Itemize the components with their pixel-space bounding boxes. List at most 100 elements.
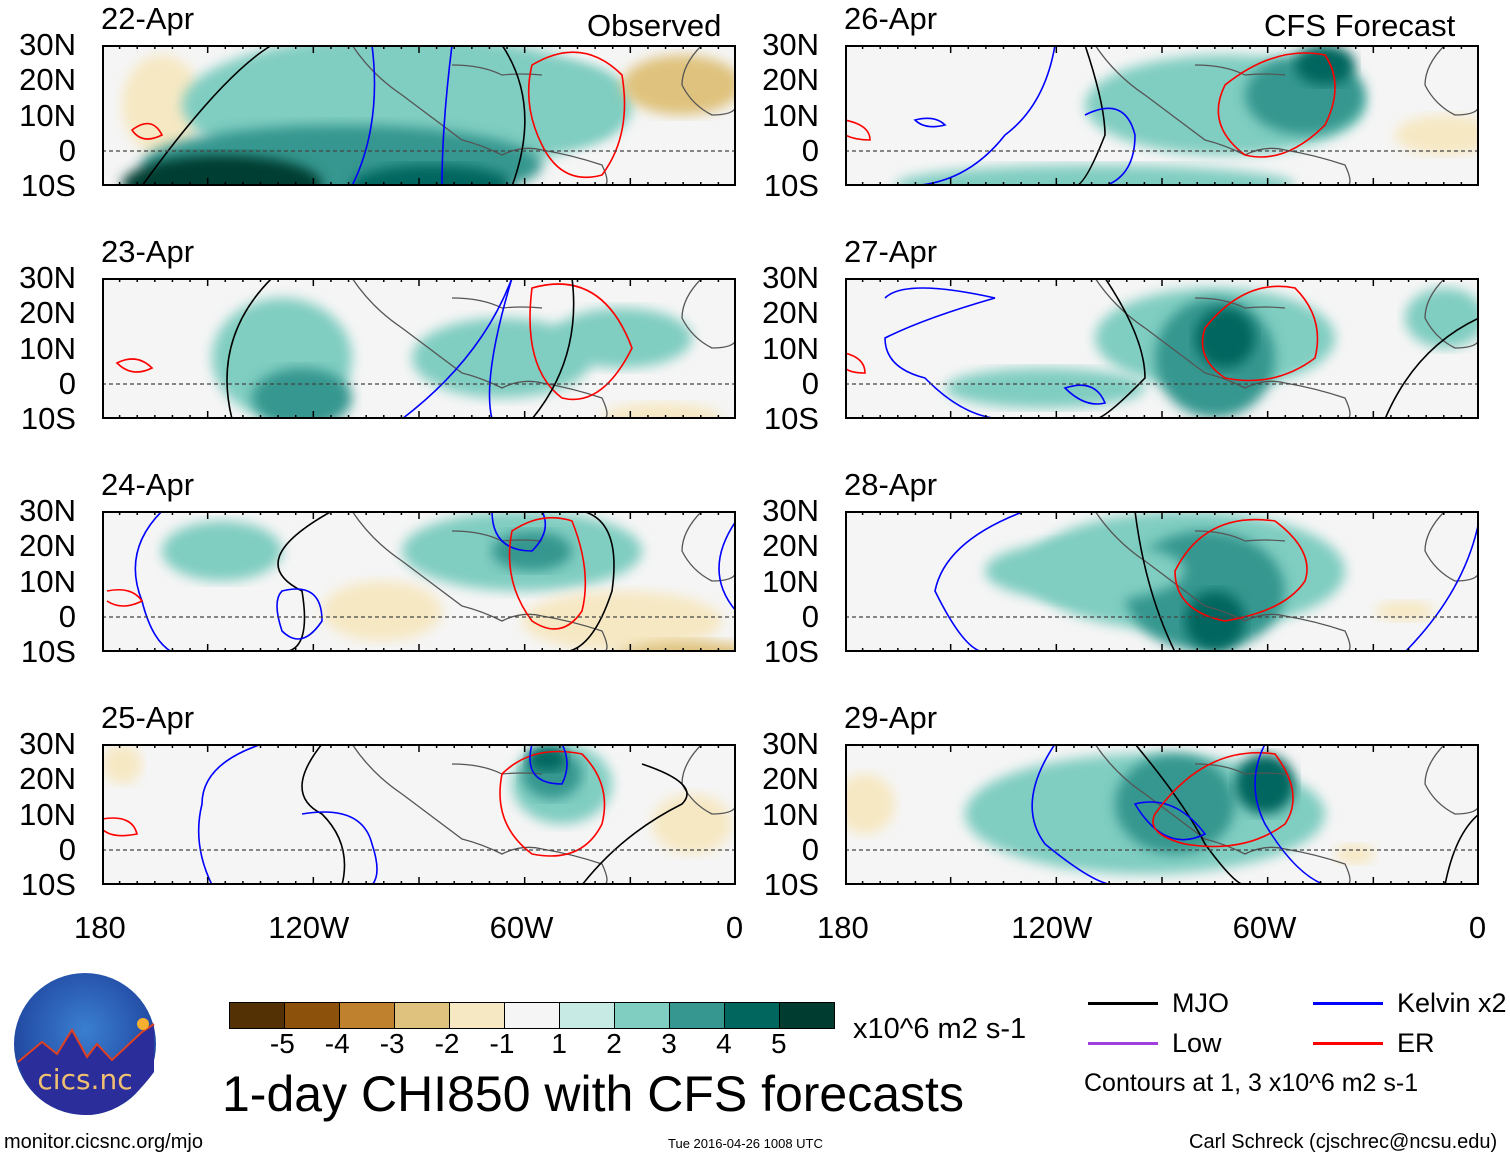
colorbar-swatch	[450, 1003, 505, 1028]
map-panel-28-Apr	[845, 511, 1479, 652]
anomaly-shading	[102, 744, 142, 784]
wave-contour	[1254, 744, 1326, 885]
anomaly-shading	[527, 747, 567, 771]
map-panel-24-Apr	[102, 511, 736, 652]
wave-contour	[845, 352, 866, 374]
y-tick-label: 20N	[762, 528, 819, 564]
anomaly-shading	[122, 155, 322, 186]
wave-contour	[115, 358, 154, 373]
y-tick-label: 20N	[762, 295, 819, 331]
x-tick-label: 180	[74, 910, 126, 945]
y-tick-label: 10S	[20, 867, 76, 902]
y-tick-label: 0	[801, 132, 819, 168]
logo-text: cics.nc	[37, 1063, 132, 1096]
x-tick-label: 120W	[1011, 910, 1093, 945]
y-tick-label: 30N	[19, 260, 76, 295]
wave-contour	[529, 283, 633, 401]
legend-label: Kelvin x2	[1397, 988, 1507, 1018]
x-tick-label: 0	[1468, 910, 1487, 945]
panel-date-title: 22-Apr	[101, 1, 195, 36]
y-tick-label: 20N	[762, 761, 819, 797]
colorbar-swatch	[670, 1003, 725, 1028]
y-tick-label: 10S	[763, 634, 819, 669]
colorbar-label: -1	[489, 1028, 515, 1059]
anomaly-shading	[522, 591, 722, 651]
cics-logo: cics.nc	[12, 972, 158, 1116]
panel-date-title: 23-Apr	[101, 234, 195, 269]
wave-contour	[913, 117, 947, 128]
y-tick-label: 30N	[19, 493, 76, 528]
y-tick-label: 10N	[762, 563, 819, 599]
panel-date-title: 29-Apr	[844, 700, 938, 735]
x-tick-label: 120W	[268, 910, 350, 945]
colorbar-swatch	[340, 1003, 395, 1028]
wave-contour	[1201, 285, 1319, 382]
wave-contour	[1134, 744, 1246, 885]
y-tick-label: 0	[801, 365, 819, 401]
x-tick-label: 60W	[1232, 910, 1297, 945]
anomaly-shading	[1235, 754, 1295, 814]
colorbar-label: -3	[379, 1028, 405, 1059]
panel-date-title: 28-Apr	[844, 467, 938, 502]
anomaly-shading	[162, 521, 282, 581]
colorbar-swatch	[505, 1003, 560, 1028]
legend-note: Contours at 1, 3 x10^6 m2 s-1	[1084, 1069, 1419, 1097]
colorbar-swatch	[780, 1003, 834, 1028]
figure-title: 1-day CHI850 with CFS forecasts	[222, 1066, 964, 1122]
wave-contour	[106, 588, 144, 607]
x-tick-label: 180	[817, 910, 869, 945]
y-tick-label: 20N	[19, 295, 76, 331]
y-tick-label: 30N	[19, 726, 76, 761]
wave-contour	[134, 511, 173, 652]
anomaly-shading	[512, 65, 632, 145]
anomaly-shading	[652, 794, 732, 854]
colorbar-label: 2	[606, 1028, 622, 1059]
wave-contour	[1217, 52, 1336, 158]
panel-date-title: 26-Apr	[844, 1, 938, 36]
legend-line-kelvin	[1313, 1002, 1383, 1005]
wave-contour	[1063, 384, 1107, 405]
wave-contour	[276, 588, 323, 640]
y-tick-label: 10N	[762, 330, 819, 366]
legend-label: MJO	[1172, 988, 1229, 1018]
y-tick-label: 20N	[762, 62, 819, 98]
wave-contour	[529, 744, 568, 785]
anomaly-shading	[322, 581, 442, 641]
anomaly-shading	[622, 55, 736, 115]
anomaly-shading	[1335, 844, 1375, 864]
panel-date-title: 24-Apr	[101, 467, 195, 502]
anomaly-shading	[895, 165, 1295, 186]
wave-contour	[1404, 520, 1479, 652]
wave-contour	[581, 763, 688, 885]
y-tick-label: 10N	[19, 563, 76, 599]
wave-contour	[441, 45, 453, 186]
author-credit: Carl Schreck (cjschrec@ncsu.edu)	[1189, 1131, 1498, 1153]
colorbar-label: 1	[551, 1028, 567, 1059]
wave-contour	[934, 511, 1026, 652]
coastline	[1094, 744, 1479, 885]
colorbar-label: -5	[269, 1028, 295, 1059]
anomaly-shading	[845, 774, 895, 834]
wave-contour	[197, 744, 263, 885]
observed-label: Observed	[587, 8, 722, 43]
colorbar-label: 4	[716, 1028, 732, 1059]
y-tick-label: 0	[58, 365, 76, 401]
anomaly-shading	[412, 318, 592, 398]
y-tick-label: 10S	[20, 401, 76, 436]
wave-contour	[130, 122, 164, 140]
wave-contour	[561, 511, 615, 652]
coastline	[1094, 278, 1479, 419]
colorbar-label: 5	[771, 1028, 787, 1059]
wave-contour	[904, 45, 1056, 186]
forecast-label: CFS Forecast	[1264, 8, 1456, 43]
y-tick-label: 10N	[19, 97, 76, 133]
panel-date-title: 27-Apr	[844, 234, 938, 269]
wave-contour	[488, 278, 513, 419]
y-tick-label: 10N	[762, 796, 819, 832]
colorbar	[229, 1002, 835, 1029]
wave-contour	[845, 119, 871, 141]
map-panel-26-Apr	[845, 45, 1479, 186]
coastline	[351, 45, 736, 186]
coastline	[1094, 511, 1479, 652]
coastline-islands	[1194, 64, 1286, 76]
